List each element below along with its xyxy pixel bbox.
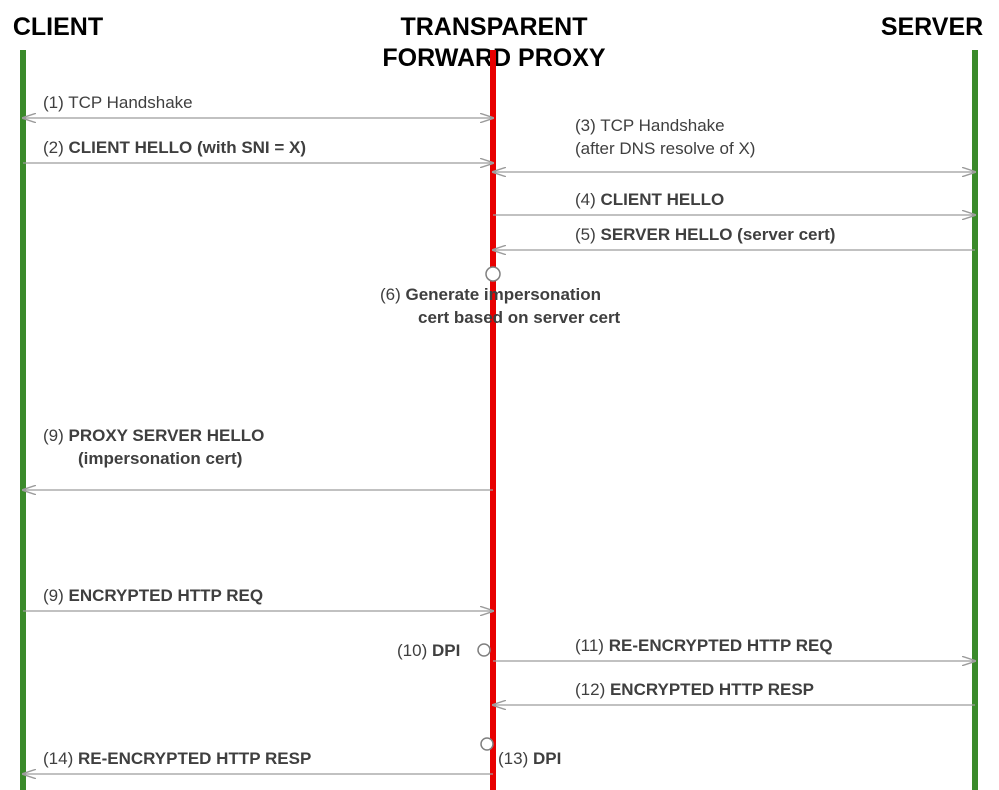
activation-dot-act10 [478, 644, 490, 656]
message-label-m3: (3) TCP Handshake [575, 116, 725, 135]
activation-dot-act6 [486, 267, 500, 281]
messages-group: (1) TCP Handshake (2) CLIENT HELLO (with … [23, 93, 975, 774]
activation-label-act10: (10) DPI [397, 641, 460, 660]
message-label-m2: (2) CLIENT HELLO (with SNI = X) [43, 138, 306, 157]
activation-label-act6: (6) Generate impersonation [380, 285, 601, 304]
message-label-m9b: (9) ENCRYPTED HTTP REQ [43, 586, 263, 605]
activation-label2-act6: cert based on server cert [418, 308, 621, 327]
message-label-m4: (4) CLIENT HELLO [575, 190, 724, 209]
message-label-m14: (14) RE-ENCRYPTED HTTP RESP [43, 749, 311, 768]
activation-dot-act13 [481, 738, 493, 750]
activation-label-act13: (13) DPI [498, 749, 561, 768]
client-title: CLIENT [13, 13, 103, 41]
message-label2-m3: (after DNS resolve of X) [575, 139, 755, 158]
sequence-diagram: CLIENT TRANSPARENT FORWARD PROXY SERVER … [0, 0, 999, 790]
message-label-m9a: (9) PROXY SERVER HELLO [43, 426, 264, 445]
proxy-title-line1: TRANSPARENT [400, 13, 587, 41]
message-label-m1: (1) TCP Handshake [43, 93, 193, 112]
message-label-m11: (11) RE-ENCRYPTED HTTP REQ [575, 636, 833, 655]
message-label-m5: (5) SERVER HELLO (server cert) [575, 225, 835, 244]
message-label-m12: (12) ENCRYPTED HTTP RESP [575, 680, 814, 699]
server-title: SERVER [881, 13, 983, 41]
message-label2-m9a: (impersonation cert) [78, 449, 242, 468]
